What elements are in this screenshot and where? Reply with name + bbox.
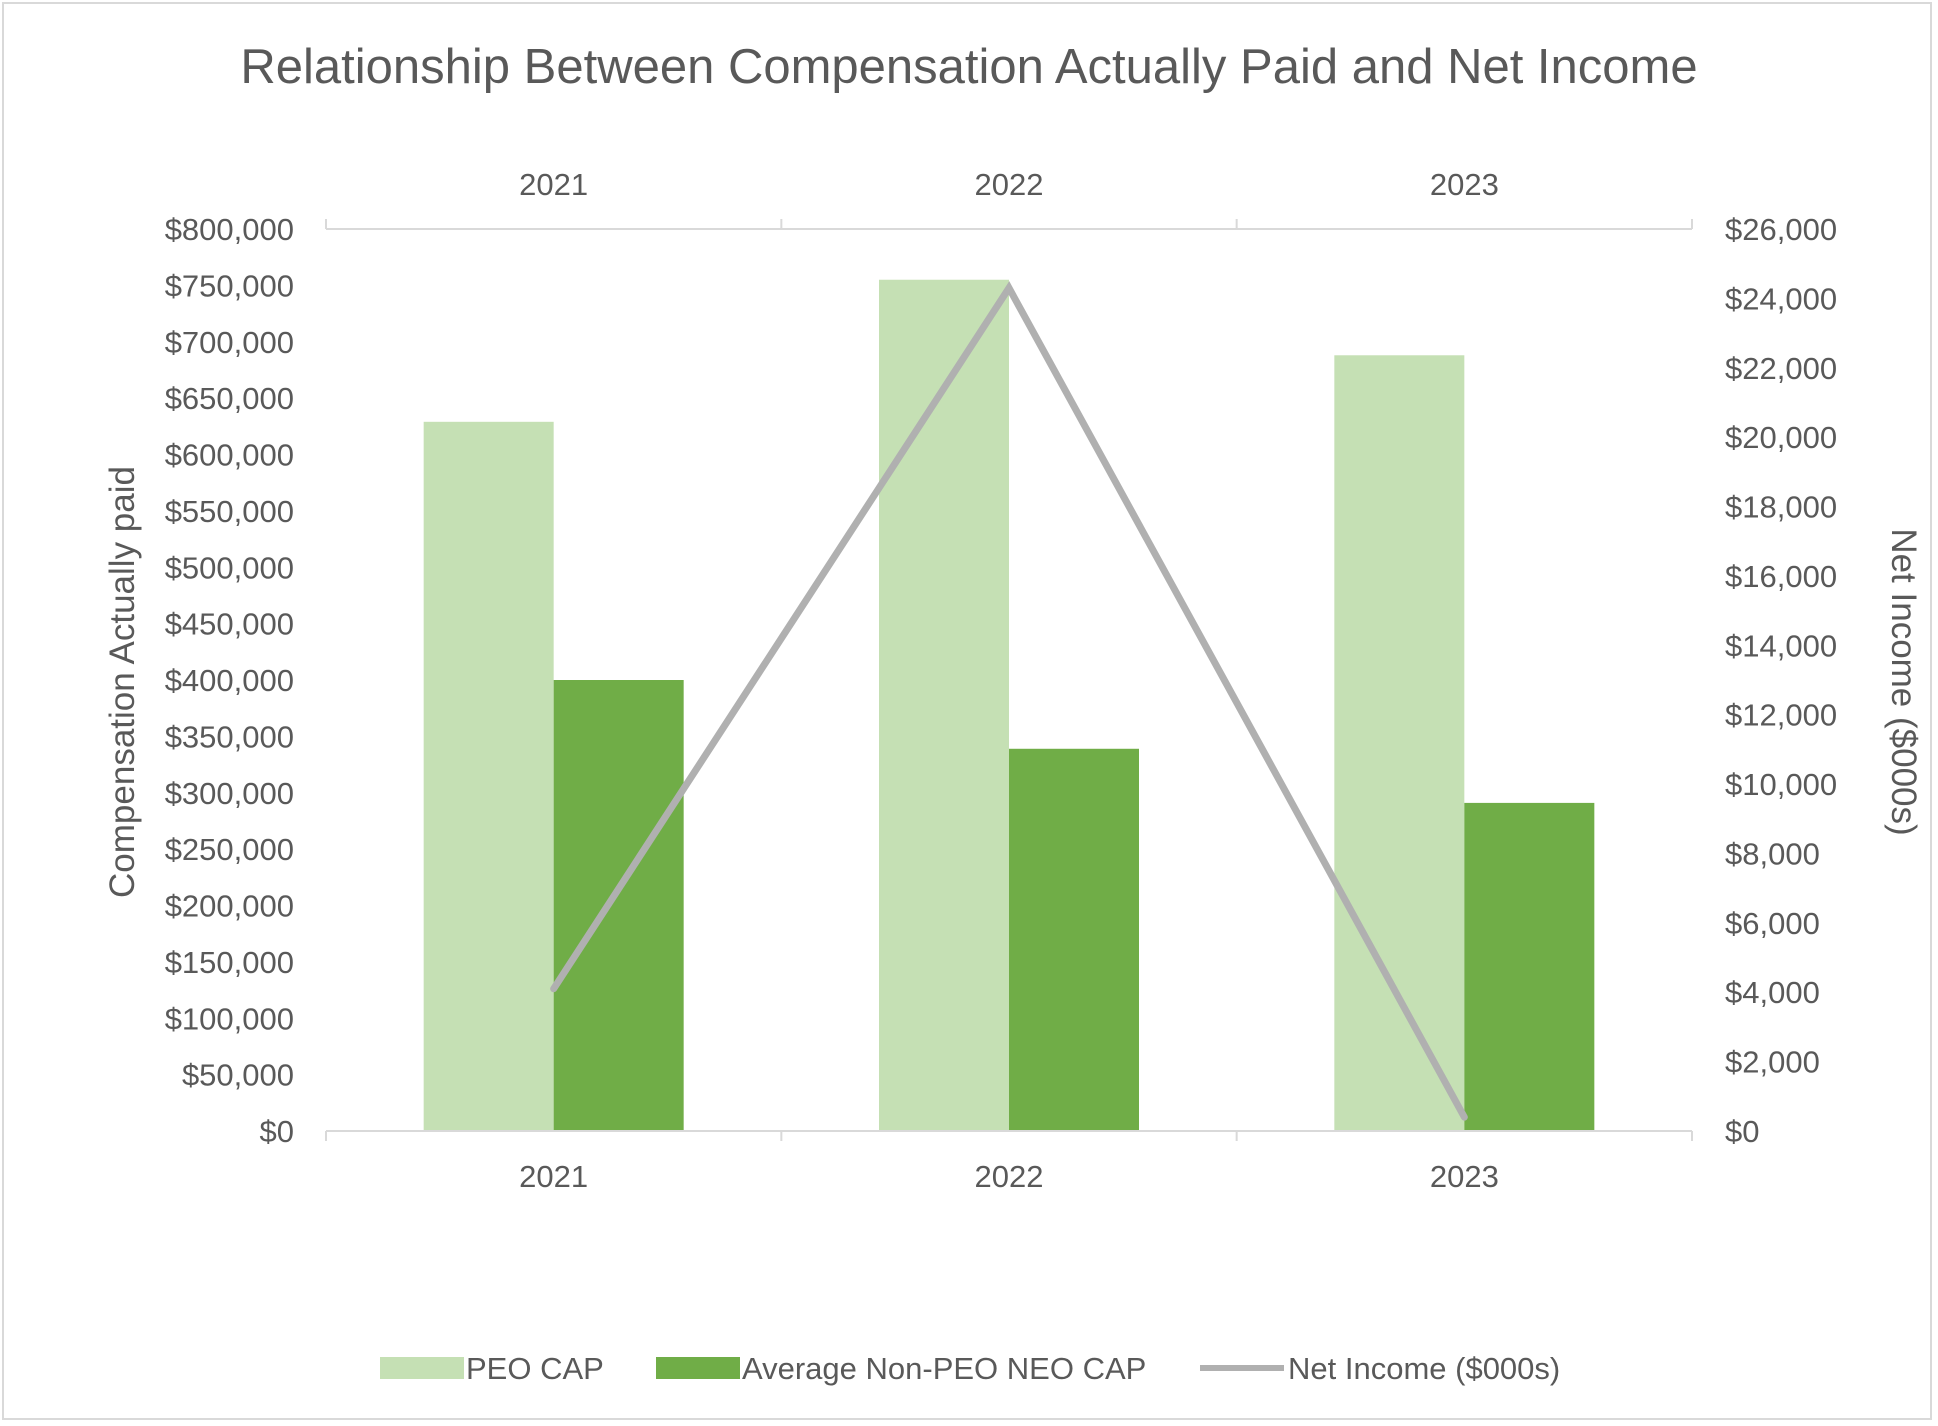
y-left-axis-title: Compensation Actually paid bbox=[103, 466, 142, 898]
legend-swatch-peo-cap bbox=[380, 1357, 464, 1379]
y-right-tick-label: $16,000 bbox=[1725, 559, 1837, 594]
y-right-tick-label: $8,000 bbox=[1725, 836, 1820, 871]
y-left-tick-label: $200,000 bbox=[165, 889, 294, 924]
y-right-tick-label: $6,000 bbox=[1725, 906, 1820, 941]
y-left-tick-label: $350,000 bbox=[165, 719, 294, 754]
y-right-tick-label: $10,000 bbox=[1725, 767, 1837, 802]
y-right-tick-label: $4,000 bbox=[1725, 975, 1820, 1010]
y-right-tick-label: $14,000 bbox=[1725, 628, 1837, 663]
y-left-tick-label: $400,000 bbox=[165, 663, 294, 698]
bar-peo-cap-2021 bbox=[423, 421, 554, 1131]
y-left-tick-label: $650,000 bbox=[165, 381, 294, 416]
y-right-tick-label: $0 bbox=[1725, 1114, 1759, 1149]
y-right-axis-title: Net Income ($000s) bbox=[1884, 528, 1923, 835]
y-left-tick-label: $0 bbox=[260, 1114, 294, 1149]
x-tick-label-bottom: 2023 bbox=[1430, 1159, 1499, 1194]
legend-swatch-average-non-peo-neo-cap bbox=[656, 1357, 740, 1379]
y-right-tick-labels: $0 $2,000 $4,000 $6,000 $8,000 $10,000 $12,000… bbox=[1725, 212, 1837, 1149]
y-left-tick-label: $700,000 bbox=[165, 325, 294, 360]
y-left-tick-label: $50,000 bbox=[182, 1058, 294, 1093]
bar-average-non-peo-neo-cap-2023 bbox=[1464, 802, 1595, 1131]
y-left-tick-label: $500,000 bbox=[165, 550, 294, 585]
y-right-tick-label: $18,000 bbox=[1725, 490, 1837, 525]
chart-title: Relationship Between Compensation Actual… bbox=[240, 40, 1697, 94]
y-left-tick-label: $250,000 bbox=[165, 832, 294, 867]
x-tick-label-top: 2021 bbox=[519, 167, 588, 202]
y-left-tick-label: $600,000 bbox=[165, 438, 294, 473]
y-left-tick-label: $100,000 bbox=[165, 1001, 294, 1036]
y-right-tick-label: $2,000 bbox=[1725, 1045, 1820, 1080]
y-left-tick-label: $550,000 bbox=[165, 494, 294, 529]
legend-label-peo-cap: PEO CAP bbox=[466, 1351, 604, 1386]
y-left-tick-label: $300,000 bbox=[165, 776, 294, 811]
bar-average-non-peo-neo-cap-2021 bbox=[553, 680, 684, 1131]
legend-label-net-income: Net Income ($000s) bbox=[1288, 1351, 1560, 1386]
y-left-tick-label: $150,000 bbox=[165, 945, 294, 980]
x-tick-labels: 2021 2021 2022 2022 2023 2023 bbox=[519, 167, 1499, 1194]
y-right-tick-label: $24,000 bbox=[1725, 281, 1837, 316]
y-right-tick-label: $12,000 bbox=[1725, 698, 1837, 733]
y-right-tick-label: $20,000 bbox=[1725, 420, 1837, 455]
y-left-tick-label: $750,000 bbox=[165, 268, 294, 303]
x-tick-label-bottom: 2021 bbox=[519, 1159, 588, 1194]
y-left-tick-label: $450,000 bbox=[165, 607, 294, 642]
legend-label-average-non-peo-neo-cap: Average Non-PEO NEO CAP bbox=[742, 1351, 1146, 1386]
x-tick-label-bottom: 2022 bbox=[975, 1159, 1044, 1194]
plot-area bbox=[325, 219, 1693, 1141]
x-tick-label-top: 2022 bbox=[975, 167, 1044, 202]
y-right-tick-label: $26,000 bbox=[1725, 212, 1837, 247]
y-right-tick-label: $22,000 bbox=[1725, 351, 1837, 386]
bar-peo-cap-2022 bbox=[879, 279, 1009, 1131]
bar-peo-cap-2023 bbox=[1334, 355, 1465, 1131]
y-left-tick-label: $800,000 bbox=[165, 212, 294, 247]
legend: PEO CAP Average Non-PEO NEO CAP Net Inco… bbox=[380, 1351, 1560, 1386]
x-tick-label-top: 2023 bbox=[1430, 167, 1499, 202]
y-left-tick-labels: $0 $50,000 $100,000 $150,000 $200,000 $250,00… bbox=[165, 212, 294, 1149]
bar-average-non-peo-neo-cap-2022 bbox=[1009, 748, 1139, 1131]
